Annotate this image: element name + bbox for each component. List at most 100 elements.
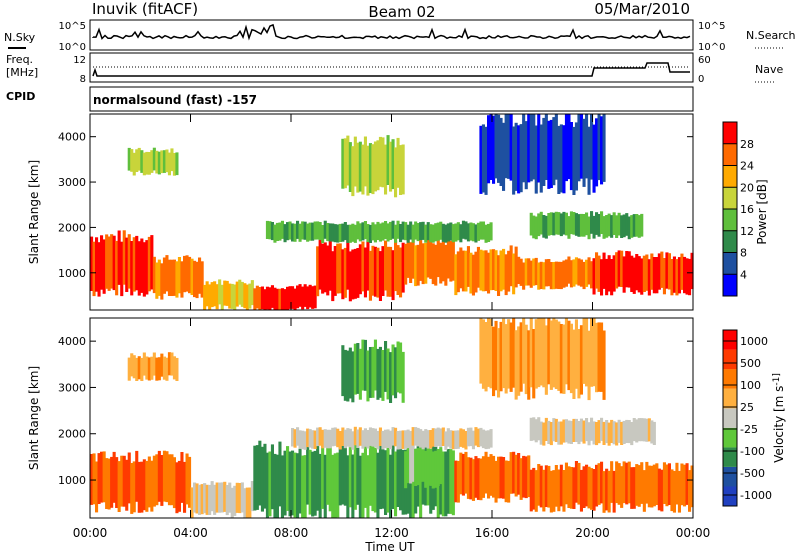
velocity-cell (353, 426, 357, 446)
power-cell (296, 285, 300, 309)
power-ylabel: Slant Range [km] (27, 160, 41, 264)
power-cell (595, 212, 599, 235)
velocity-cell (361, 452, 365, 518)
velocity-cell (429, 430, 433, 449)
velocity-cell (517, 326, 521, 396)
velocity-cell (286, 446, 290, 511)
power-cell (198, 257, 202, 294)
power-cell (637, 256, 641, 293)
velocity-cell (243, 488, 247, 518)
velocity-cell (577, 462, 581, 505)
power-cell (567, 256, 571, 284)
velocity-cell (165, 451, 169, 503)
station-title: Inuvik (fitACF) (92, 0, 198, 18)
velocity-cell (90, 454, 94, 505)
velocity-cell (574, 461, 578, 503)
power-cell (401, 144, 405, 195)
power-cell (476, 246, 480, 288)
velocity-cell (582, 420, 586, 444)
power-cell (386, 223, 390, 242)
velocity-cell (436, 449, 440, 486)
velocity-colorbar-swatch (723, 466, 737, 487)
freq-trace (92, 62, 690, 77)
power-cell (245, 284, 249, 310)
velocity-cell (602, 471, 606, 513)
power-cell (489, 222, 493, 241)
power-cell (517, 256, 521, 284)
power-cell (389, 221, 393, 240)
power-cell (615, 252, 619, 289)
nsky-panel: N.Sky 10^5 10^0 10^5 10^0 N.Search (4, 19, 796, 53)
velocity-cell (431, 428, 435, 447)
power-cell (248, 283, 252, 309)
power-cell (557, 212, 561, 235)
power-cell (363, 221, 367, 240)
power-cell (419, 240, 423, 281)
velocity-cell (559, 421, 563, 445)
power-cell (549, 119, 553, 188)
power-cell (155, 150, 159, 174)
velocity-cell (389, 430, 393, 450)
power-cell (612, 212, 616, 235)
velocity-cell (600, 417, 604, 441)
velocity-cell (612, 421, 616, 445)
power-cell (353, 224, 357, 243)
power-cell (429, 238, 433, 279)
power-cell (283, 289, 287, 310)
velocity-cell (323, 454, 327, 518)
velocity-cell (451, 430, 455, 450)
power-cell (549, 262, 553, 290)
velocity-cell (562, 419, 566, 443)
power-cell (557, 125, 561, 194)
power-cell (278, 288, 282, 310)
velocity-cell (318, 453, 322, 518)
velocity-cell (592, 421, 596, 445)
power-cell (567, 216, 571, 239)
power-cell (323, 242, 327, 293)
velocity-cell (484, 451, 488, 494)
power-cell (461, 220, 465, 239)
power-cell (233, 284, 237, 310)
time-tick-label: 04:00 (173, 526, 208, 540)
velocity-cell (585, 464, 589, 507)
velocity-cell (223, 481, 227, 512)
power-cell (145, 151, 149, 175)
power-cell (188, 256, 192, 294)
velocity-cell (376, 452, 380, 518)
velocity-cell (647, 465, 651, 508)
power-cell (502, 248, 506, 290)
velocity-cell (544, 325, 548, 395)
velocity-cell (617, 419, 621, 443)
velocity-cell (200, 484, 204, 515)
power-cell (600, 259, 604, 296)
beam-title: Beam 02 (368, 3, 435, 21)
velocity-cell (572, 467, 576, 509)
power-cell (399, 247, 403, 298)
power-cell (607, 255, 611, 292)
power-cell (306, 223, 310, 242)
power-cell (504, 254, 508, 296)
power-cell (564, 259, 568, 287)
power-cell (220, 284, 224, 310)
power-cell (436, 236, 440, 278)
power-cell (547, 120, 551, 189)
time-tick-label: 16:00 (475, 526, 510, 540)
power-cell (554, 211, 558, 235)
velocity-cell (198, 484, 202, 515)
velocity-cell (419, 454, 423, 518)
velocity-cell (404, 451, 408, 489)
power-cell (165, 149, 169, 173)
power-cell (554, 261, 558, 289)
power-cell (185, 255, 189, 292)
power-cell (579, 259, 583, 287)
power-cell (585, 212, 589, 236)
power-cell (268, 287, 272, 310)
freq-label-2: [MHz] (6, 66, 38, 79)
velocity-cell (150, 460, 154, 512)
power-cell (97, 242, 101, 297)
velocity-cell (358, 455, 362, 518)
velocity-cell (283, 450, 287, 516)
power-cell (333, 224, 337, 243)
velocity-cell (557, 421, 561, 445)
velocity-cell (542, 422, 546, 446)
